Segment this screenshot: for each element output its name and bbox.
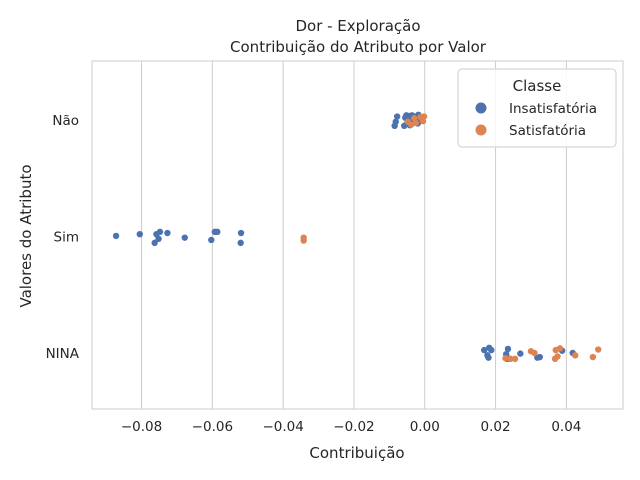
point-insatisfatoria bbox=[237, 239, 244, 247]
point-satisfatoria bbox=[554, 353, 561, 360]
point-insatisfatoria bbox=[112, 232, 120, 240]
point-insatisfatoria bbox=[155, 235, 162, 243]
point-insatisfatoria bbox=[181, 234, 188, 241]
y-tick-label: Não bbox=[52, 113, 79, 129]
x-tick-label: 0.04 bbox=[551, 419, 581, 435]
x-tick-label: −0.06 bbox=[192, 419, 233, 435]
point-satisfatoria bbox=[531, 349, 538, 357]
point-satisfatoria bbox=[572, 352, 579, 359]
point-insatisfatoria bbox=[392, 118, 399, 125]
point-insatisfatoria bbox=[156, 228, 164, 236]
point-insatisfatoria bbox=[208, 236, 215, 244]
point-satisfatoria bbox=[507, 355, 514, 362]
point-satisfatoria bbox=[595, 346, 602, 353]
point-satisfatoria bbox=[589, 353, 597, 361]
legend-marker-satisfatoria bbox=[475, 124, 487, 136]
legend: Classe Insatisfatória Satisfatória bbox=[457, 68, 617, 148]
x-tick-label: 0.02 bbox=[481, 419, 511, 435]
point-insatisfatoria bbox=[164, 229, 171, 237]
point-insatisfatoria bbox=[504, 345, 512, 353]
point-satisfatoria bbox=[556, 345, 564, 352]
chart-title: Dor - Exploração bbox=[295, 17, 420, 35]
legend-marker-insatisfatoria bbox=[475, 102, 487, 114]
x-tick-label: −0.04 bbox=[262, 419, 303, 435]
legend-box bbox=[457, 68, 617, 148]
y-tick-label: NINA bbox=[46, 346, 80, 362]
x-tick-labels: −0.08 −0.06 −0.04 −0.02 0.00 0.02 0.04 bbox=[121, 419, 582, 435]
point-satisfatoria bbox=[420, 113, 428, 120]
legend-label-satisfatoria: Satisfatória bbox=[509, 123, 586, 139]
point-insatisfatoria bbox=[237, 229, 245, 237]
point-insatisfatoria bbox=[481, 346, 488, 354]
point-insatisfatoria bbox=[393, 113, 401, 120]
point-insatisfatoria bbox=[488, 346, 495, 354]
point-satisfatoria bbox=[502, 355, 509, 362]
legend-title: Classe bbox=[513, 77, 562, 95]
point-insatisfatoria bbox=[485, 354, 492, 361]
point-insatisfatoria bbox=[214, 228, 221, 236]
x-axis-label: Contribuição bbox=[309, 444, 404, 462]
point-insatisfatoria bbox=[136, 230, 143, 238]
point-insatisfatoria bbox=[517, 350, 524, 357]
data-points bbox=[112, 111, 602, 362]
y-tick-label: Sim bbox=[54, 230, 79, 246]
x-tick-label: −0.02 bbox=[333, 419, 374, 435]
plot-frame bbox=[91, 60, 624, 410]
chart-subtitle: Contribuição do Atributo por Valor bbox=[230, 38, 487, 56]
point-satisfatoria bbox=[412, 119, 420, 127]
y-axis-label: Valores do Atributo bbox=[17, 164, 35, 307]
legend-label-insatisfatoria: Insatisfatória bbox=[509, 101, 597, 117]
point-satisfatoria bbox=[300, 234, 307, 241]
point-satisfatoria bbox=[511, 355, 519, 362]
x-tick-label: −0.08 bbox=[121, 419, 162, 435]
x-tick-label: 0.00 bbox=[410, 419, 440, 435]
y-tick-labels: Não Sim NINA bbox=[46, 113, 80, 362]
point-insatisfatoria bbox=[536, 353, 544, 361]
point-insatisfatoria bbox=[151, 239, 158, 247]
